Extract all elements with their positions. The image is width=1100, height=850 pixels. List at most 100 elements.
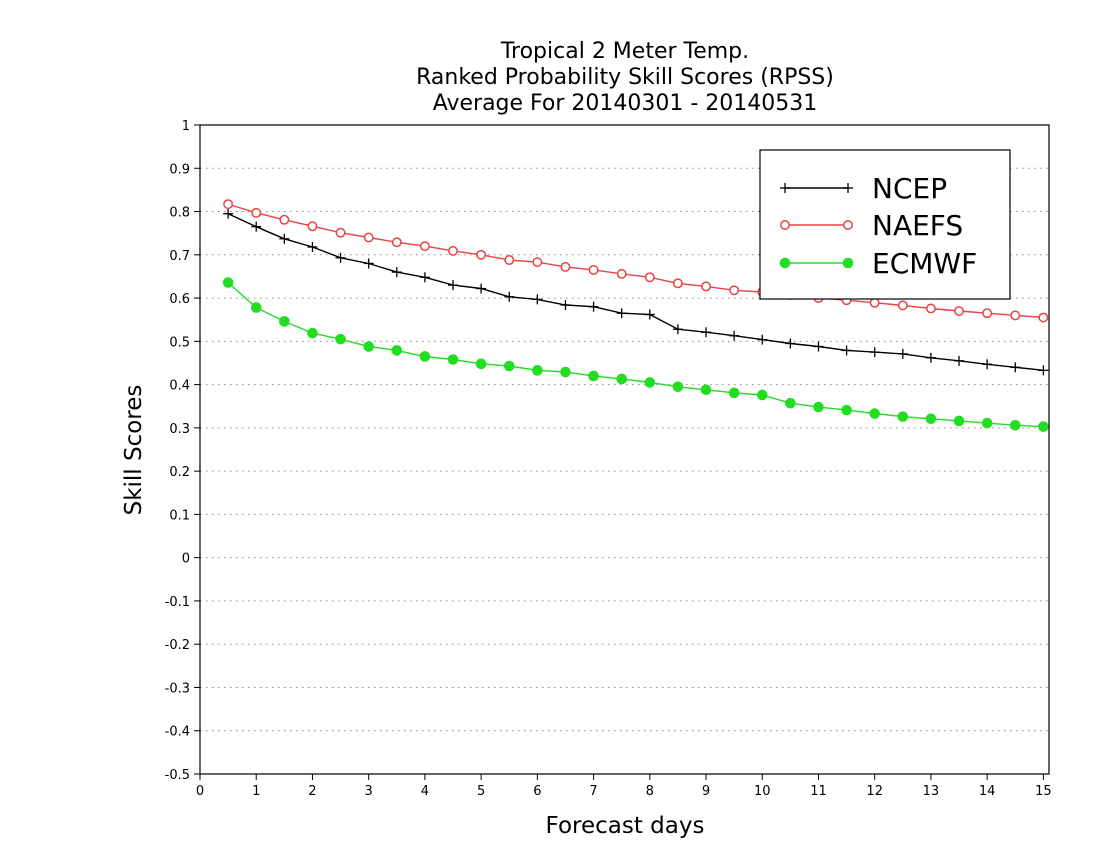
x-tick-label: 11 [810, 784, 827, 799]
data-point-ecmwf [841, 404, 852, 416]
data-point-naefs [560, 261, 571, 272]
legend-item-ncep: NCEP [780, 172, 947, 205]
data-point-ncep [841, 345, 852, 356]
data-point-ncep [419, 272, 430, 283]
data-point-naefs [223, 199, 234, 210]
y-tick-label: 0.1 [169, 508, 190, 523]
x-tick-label: 13 [923, 784, 940, 799]
y-tick-label: 0.5 [169, 335, 190, 350]
data-point-ncep [869, 347, 880, 358]
x-tick-label: 12 [866, 784, 883, 799]
x-axis-label: Forecast days [546, 813, 705, 839]
chart-title: Tropical 2 Meter Temp. Ranked Probabilit… [416, 39, 834, 116]
y-tick-label: -0.4 [165, 725, 190, 740]
data-point-naefs [1010, 310, 1021, 321]
data-point-ecmwf [588, 370, 599, 382]
data-point-ncep [785, 338, 796, 349]
data-point-ncep [476, 283, 487, 294]
y-tick-label: -0.2 [165, 638, 190, 653]
data-point-ecmwf [447, 354, 459, 365]
data-point-ecmwf [250, 302, 262, 313]
data-point-ncep [1010, 362, 1021, 373]
y-axis-ticks: 1 0.9 0.8 0.7 0.6 0.5 0.4 0.3 0.2 0.1 0 -0.1 -0.2 -0.… [165, 119, 200, 783]
data-point-naefs [476, 249, 487, 260]
legend-marker [779, 257, 791, 269]
data-point-ncep [363, 258, 374, 269]
y-tick-label: 0.6 [169, 292, 190, 307]
legend: NCEP NAEFS ECMWF [759, 149, 1011, 300]
data-point-naefs [729, 285, 740, 296]
data-point-naefs [307, 221, 318, 232]
data-point-naefs [251, 207, 262, 218]
data-point-ecmwf [503, 360, 515, 372]
x-tick-label: 6 [533, 784, 541, 799]
legend-item-ecmwf: ECMWF [779, 247, 977, 280]
data-point-naefs [335, 227, 346, 238]
data-point-ecmwf [1038, 421, 1049, 432]
data-point-ncep [672, 324, 683, 335]
data-point-ecmwf [1009, 419, 1021, 431]
x-tick-label: 14 [979, 784, 996, 799]
data-point-ncep [448, 280, 459, 291]
legend-marker [780, 220, 790, 230]
y-tick-label: -0.5 [165, 768, 190, 783]
x-tick-label: 9 [702, 784, 710, 799]
chart-title-line-3: Average For 20140301 - 20140531 [433, 91, 818, 116]
data-point-naefs [954, 306, 964, 316]
x-axis-ticks: 0 1 2 3 4 5 6 7 8 9 10 11 12 13 14 15 [196, 774, 1052, 799]
x-tick-label: 3 [365, 784, 373, 799]
series-ncep [223, 208, 1049, 376]
data-point-ncep [391, 267, 402, 278]
data-point-ecmwf [925, 413, 937, 425]
legend-marker [842, 257, 854, 269]
data-point-ncep [954, 355, 965, 366]
data-point-ncep [588, 301, 599, 312]
legend-marker [843, 183, 853, 193]
plot-area-frame [199, 124, 1050, 775]
data-point-ncep [729, 330, 740, 341]
data-point-ecmwf [363, 341, 374, 352]
data-point-naefs [982, 308, 993, 319]
x-tick-label: 10 [754, 784, 771, 799]
data-point-ecmwf [335, 333, 346, 345]
data-point-ncep [560, 299, 571, 310]
data-point-ncep [757, 334, 768, 345]
data-point-naefs [672, 278, 683, 289]
x-tick-label: 2 [308, 784, 316, 799]
data-point-ncep [223, 208, 234, 219]
data-point-naefs [363, 232, 374, 243]
data-point-ecmwf [532, 365, 543, 376]
y-tick-label: 0.7 [169, 249, 190, 264]
data-point-ncep [644, 309, 655, 320]
data-point-ncep [897, 348, 908, 359]
series-ecmwf [222, 277, 1049, 432]
x-tick-label: 8 [646, 784, 654, 799]
data-point-ecmwf [419, 351, 431, 362]
y-tick-label: -0.3 [165, 681, 190, 696]
data-point-ncep [307, 242, 318, 253]
data-point-ecmwf [897, 411, 909, 422]
data-point-ecmwf [700, 384, 712, 396]
data-point-ncep [279, 233, 290, 244]
data-point-ecmwf [644, 377, 656, 388]
series-line-ecmwf [227, 281, 1044, 428]
data-point-ecmwf [981, 417, 993, 429]
data-point-ecmwf [560, 366, 571, 378]
data-point-ncep [335, 252, 346, 263]
x-tick-label: 5 [477, 784, 485, 799]
data-point-naefs [448, 245, 458, 256]
legend-marker [843, 220, 853, 230]
x-tick-label: 0 [196, 784, 204, 799]
x-tick-label: 1 [252, 784, 260, 799]
data-point-ecmwf [616, 373, 627, 385]
y-axis-label: Skill Scores [121, 385, 147, 516]
data-point-ecmwf [869, 408, 881, 419]
data-point-ncep [813, 341, 824, 352]
data-point-ecmwf [307, 327, 318, 339]
data-point-ecmwf [222, 277, 234, 288]
data-point-naefs [419, 241, 430, 252]
y-tick-label: 0.4 [169, 379, 190, 394]
legend-label: NAEFS [872, 209, 963, 242]
y-tick-label: 0 [182, 552, 190, 567]
